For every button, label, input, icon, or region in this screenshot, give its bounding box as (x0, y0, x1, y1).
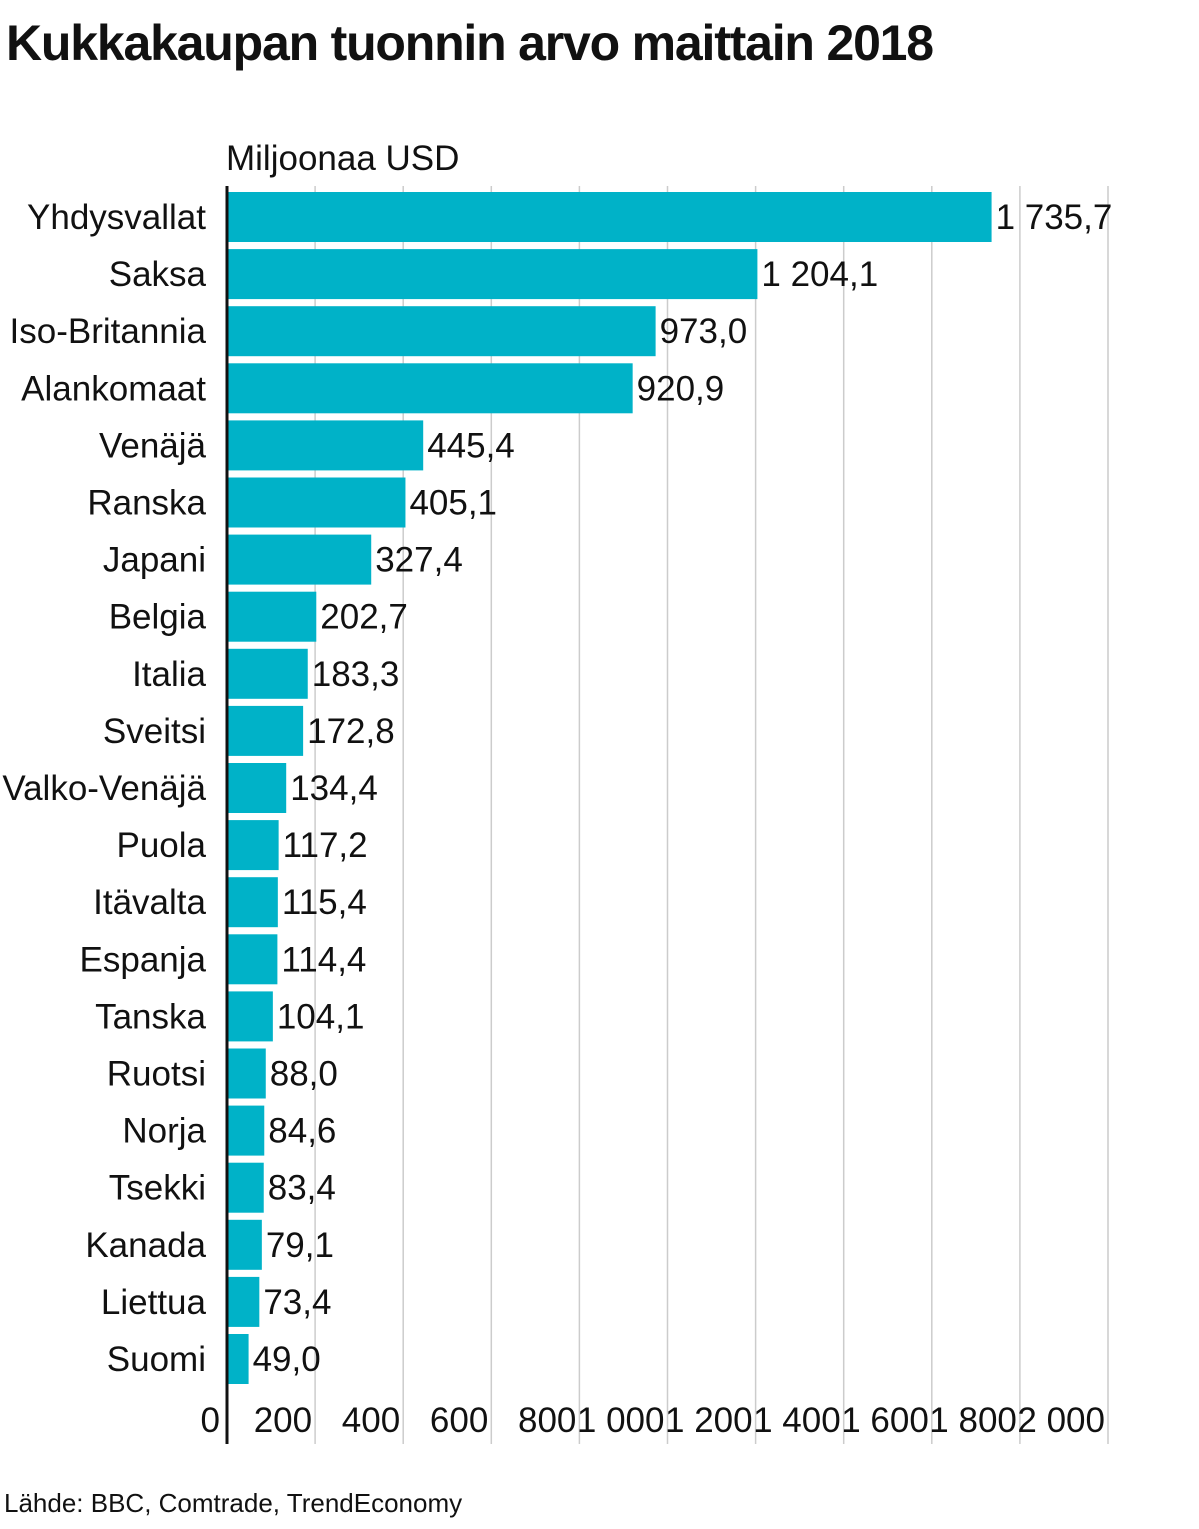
category-label: Suomi (107, 1340, 206, 1379)
bar (227, 1048, 266, 1099)
bar-value-label: 1 204,1 (761, 255, 878, 294)
x-tick-label: 1 000 (577, 1401, 665, 1440)
bar (227, 934, 278, 985)
category-label: Ranska (87, 484, 206, 523)
category-label: Sveitsi (103, 712, 206, 751)
bar-value-label: 134,4 (290, 769, 378, 808)
bar (227, 534, 372, 585)
x-tick-label: 400 (342, 1401, 400, 1440)
bar-value-label: 114,4 (281, 940, 366, 979)
bar-value-label: 202,7 (320, 598, 408, 637)
source-note: Lähde: BBC, Comtrade, TrendEconomy (4, 1488, 463, 1518)
x-tick-label: 200 (254, 1401, 312, 1440)
unit-label: Miljoonaa USD (226, 139, 459, 178)
category-label: Tsekki (109, 1169, 206, 1208)
bar (227, 1219, 262, 1270)
bar-value-label: 88,0 (270, 1055, 338, 1094)
bar (227, 648, 308, 699)
bar (227, 1105, 265, 1156)
bar-value-label: 445,4 (427, 426, 515, 465)
bar-value-label: 327,4 (375, 541, 463, 580)
category-label: Yhdysvallat (27, 198, 206, 237)
bar (227, 477, 406, 528)
category-label: Itävalta (93, 883, 206, 922)
tick-labels: 0 200 400 600 800 1 000 1 200 1 400 1 600 1 800 2 … (201, 1401, 1105, 1440)
bar-value-label: 172,8 (307, 712, 395, 751)
chart-title: Kukkakaupan tuonnin arvo maittain 2018 (6, 15, 934, 71)
category-label: Japani (103, 541, 206, 580)
category-labels: Yhdysvallat Saksa Iso-Britannia Alankomaat V… (2, 198, 206, 1379)
category-label: Saksa (109, 255, 207, 294)
category-label: Ruotsi (107, 1055, 206, 1094)
bar-value-label: 115,4 (282, 883, 367, 922)
category-label: Tanska (95, 997, 206, 1036)
bar (227, 1334, 249, 1384)
bar (227, 763, 287, 813)
bar (227, 306, 656, 357)
category-label: Liettua (101, 1283, 207, 1322)
bar (227, 420, 424, 471)
bar-value-label: 973,0 (660, 312, 748, 351)
bar (227, 705, 304, 756)
bar-value-label: 73,4 (263, 1283, 331, 1322)
x-tick-label: 600 (430, 1401, 488, 1440)
bar-value-label: 83,4 (268, 1169, 336, 1208)
bar (227, 1162, 264, 1213)
bar (227, 991, 273, 1042)
bar-value-label: 104,1 (277, 997, 365, 1036)
x-tick-label: 800 (518, 1401, 576, 1440)
bar-value-label: 405,1 (409, 484, 497, 523)
bar-value-label: 79,1 (266, 1226, 334, 1265)
bar-value-label: 183,3 (312, 655, 400, 694)
bar-value-label: 49,0 (253, 1340, 321, 1379)
category-label: Norja (122, 1112, 206, 1151)
bar-value-label: 1 735,7 (996, 198, 1113, 237)
bar (227, 363, 633, 414)
bar-chart: 1 735,7 1 204,1 973,0 920,9 445,4 405,1 327,4 2… (2, 139, 1113, 1444)
category-label: Espanja (80, 940, 207, 979)
category-label: Italia (132, 655, 206, 694)
bar-value-label: 920,9 (637, 369, 725, 408)
category-label: Puola (116, 826, 206, 865)
x-tick-label: 1 200 (665, 1401, 753, 1440)
bars (227, 192, 992, 1384)
bar (227, 192, 992, 242)
bar-value-label: 117,2 (283, 826, 368, 865)
value-labels: 1 735,7 1 204,1 973,0 920,9 445,4 405,1 327,4 2… (253, 198, 1113, 1379)
bar-value-label: 84,6 (268, 1112, 336, 1151)
category-label: Alankomaat (21, 369, 206, 408)
category-label: Venäjä (99, 426, 207, 465)
x-tick-label: 1 400 (753, 1401, 841, 1440)
category-label: Kanada (85, 1226, 206, 1265)
bar (227, 1276, 260, 1327)
category-label: Valko-Venäjä (2, 769, 206, 808)
x-tick-label: 2 000 (1017, 1401, 1105, 1440)
bar (227, 820, 279, 871)
x-tick-label: 0 (201, 1401, 220, 1440)
category-label: Belgia (109, 598, 207, 637)
x-tick-label: 1 800 (929, 1401, 1017, 1440)
bar (227, 249, 758, 300)
bar (227, 877, 278, 928)
bar (227, 591, 317, 642)
category-label: Iso-Britannia (10, 312, 207, 351)
x-tick-label: 1 600 (841, 1401, 929, 1440)
